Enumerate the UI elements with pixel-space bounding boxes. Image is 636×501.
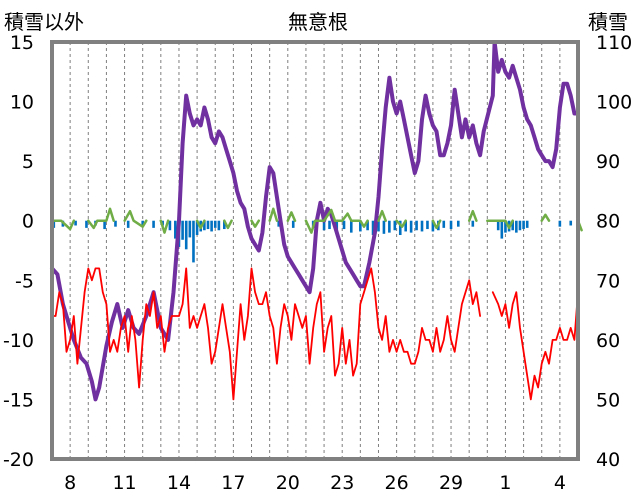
precip-bar	[388, 220, 391, 233]
precip-bar	[188, 220, 192, 238]
right-tick-label: 80	[596, 211, 620, 233]
x-tick-label: 1	[499, 472, 511, 494]
precip-bar	[442, 220, 446, 228]
precip-bar	[174, 220, 177, 239]
x-tick-label: 26	[385, 472, 409, 494]
precip-bar	[223, 220, 226, 230]
x-tick-label: 20	[276, 472, 300, 494]
precip-bar	[449, 220, 453, 230]
x-tick-label: 23	[330, 472, 354, 494]
precip-bar	[409, 220, 413, 233]
precip-bar	[291, 220, 295, 228]
precip-bar	[359, 220, 362, 232]
x-tick-label: 11	[112, 472, 136, 494]
left-tick-label: -20	[3, 449, 34, 471]
precip-bar	[328, 220, 331, 230]
precip-bar	[141, 220, 144, 227]
right-axis-title: 積雪	[588, 10, 628, 34]
precip-bar	[431, 220, 435, 232]
right-tick-label: 40	[596, 449, 620, 471]
precip-bar	[504, 220, 507, 233]
precip-bar	[515, 220, 518, 233]
precip-bar	[382, 220, 386, 234]
precip-bar	[114, 220, 117, 227]
precip-bar	[398, 220, 402, 236]
plot-frame	[50, 40, 580, 461]
right-tick-label: 50	[596, 389, 620, 411]
precip-bar	[152, 220, 155, 228]
x-tick-label: 17	[221, 472, 245, 494]
precip-bar	[393, 220, 397, 231]
precip-bar	[525, 220, 529, 228]
series-line-3	[50, 207, 583, 234]
precip-bar	[415, 220, 418, 231]
precip-bar	[322, 220, 326, 231]
series-line-1	[50, 40, 580, 402]
precip-bar	[500, 220, 504, 239]
precip-bar	[366, 220, 369, 231]
precip-bar	[168, 220, 172, 231]
left-tick-label: -15	[3, 389, 34, 411]
x-tick-label: 29	[439, 472, 463, 494]
right-tick-label: 70	[596, 270, 620, 292]
left-tick-label: 15	[10, 32, 34, 54]
series-line-2	[51, 267, 579, 401]
precip-bar	[181, 220, 184, 240]
precip-bar	[195, 220, 199, 236]
x-tick-label: 14	[167, 472, 191, 494]
right-tick-label: 60	[596, 330, 620, 352]
precip-bar	[456, 220, 460, 227]
precip-bar	[471, 220, 475, 227]
precip-bar	[203, 220, 206, 231]
precip-bar	[558, 220, 562, 227]
precip-bar	[74, 220, 77, 226]
precip-bar	[426, 220, 429, 230]
precip-bar	[85, 220, 88, 228]
right-tick-label: 100	[596, 92, 632, 114]
x-tick-label: 4	[554, 472, 566, 494]
left-tick-label: 10	[10, 92, 34, 114]
right-tick-label: 90	[596, 151, 620, 173]
precip-bar	[377, 220, 380, 232]
precip-bar	[126, 220, 130, 228]
precip-bar	[213, 220, 217, 228]
precip-bar	[518, 220, 522, 231]
precip-bar	[404, 220, 407, 232]
precip-bar	[569, 220, 573, 226]
precip-bar	[277, 220, 281, 227]
left-axis-title: 積雪以外	[4, 10, 84, 34]
precip-bar	[522, 220, 525, 230]
precip-bar	[496, 220, 500, 231]
precip-bar	[420, 220, 424, 232]
x-tick-label: 8	[64, 472, 76, 494]
precip-bar	[349, 220, 353, 233]
precip-bar	[511, 220, 515, 231]
precip-bar	[192, 220, 195, 263]
chart-title: 無意根	[288, 10, 348, 34]
left-tick-label: 0	[22, 211, 34, 233]
precip-bar	[371, 220, 375, 236]
left-tick-label: 5	[22, 151, 34, 173]
left-tick-label: -10	[3, 330, 34, 352]
precip-bar	[210, 220, 213, 232]
precip-bar	[342, 220, 346, 230]
precip-bar	[217, 220, 221, 231]
precip-bar	[103, 220, 106, 230]
right-tick-label: 110	[596, 32, 632, 54]
precip-bar	[184, 220, 188, 250]
left-tick-label: -5	[15, 270, 34, 292]
precip-bar	[206, 220, 210, 230]
